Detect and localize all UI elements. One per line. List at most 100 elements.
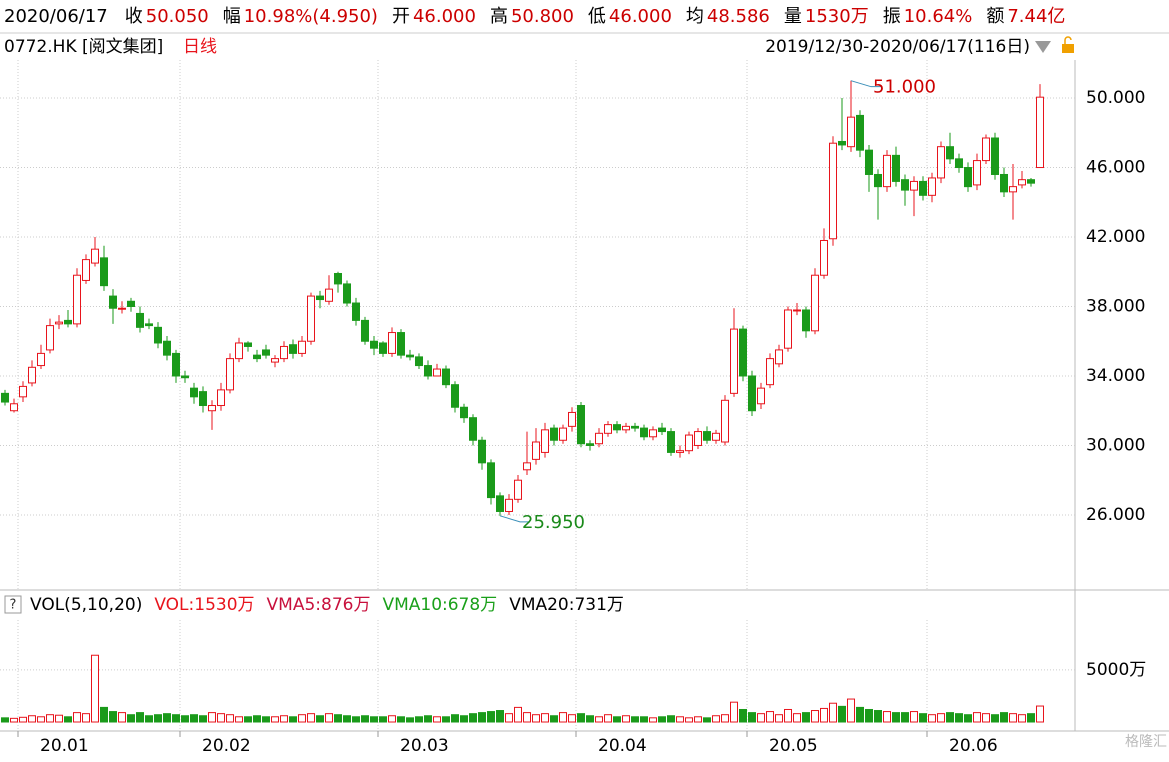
candle-body (910, 180, 918, 191)
candle-body (595, 432, 603, 445)
volume-bar (55, 714, 63, 723)
candle-body (577, 405, 585, 445)
y-tick-label: 42.000 (1086, 227, 1145, 247)
candle-body (649, 429, 657, 438)
candle-body (901, 179, 909, 191)
volume-bar (793, 713, 801, 723)
volume-bar (865, 708, 873, 723)
volume-bar (1036, 705, 1044, 723)
volume-bar (199, 715, 207, 723)
volume-bar (811, 710, 819, 723)
volume-bar (919, 713, 927, 723)
volume-bar (208, 712, 216, 723)
volume-bar (748, 712, 756, 723)
volume-title: VOL(5,10,20) (30, 595, 142, 615)
candle-body (730, 328, 738, 394)
candle-body (514, 479, 522, 500)
annotation-arrow (850, 80, 881, 88)
candle-body (937, 146, 945, 179)
volume-bar (928, 714, 936, 723)
volume-bar (460, 715, 468, 723)
volume-bar (226, 714, 234, 723)
candle-body (55, 321, 63, 325)
dropdown-icon[interactable] (1035, 41, 1051, 53)
candle-body (298, 340, 306, 354)
volume-bar (559, 712, 567, 723)
candle-body (127, 300, 135, 307)
header-value: 50.800 (511, 6, 574, 27)
candle-body (586, 443, 594, 446)
x-tick-label: 20.04 (598, 736, 647, 756)
volume-bar (955, 713, 963, 723)
volume-bar (1000, 712, 1008, 723)
volume-bar (82, 713, 90, 723)
candle-body (604, 424, 612, 434)
volume-bar (595, 716, 603, 723)
candle-body (73, 274, 81, 325)
volume-bar (946, 712, 954, 723)
candle-body (280, 345, 288, 360)
header-value: 7.44亿 (1007, 6, 1065, 27)
volume-bar (334, 714, 342, 723)
candle-body (37, 352, 45, 367)
candle-body (919, 180, 927, 196)
volume-bar (892, 712, 900, 723)
candle-body (163, 340, 171, 356)
candle-body (766, 358, 774, 386)
x-tick-label: 20.01 (40, 736, 89, 756)
volume-legend: VMA5:876万 (267, 595, 371, 615)
volume-bar (730, 701, 738, 723)
volume-bar (136, 712, 144, 723)
volume-bar (991, 714, 999, 723)
candle-body (1, 392, 9, 403)
volume-bar (964, 714, 972, 723)
volume-bar (496, 710, 504, 723)
candle-body (91, 248, 99, 264)
candle-body (838, 140, 846, 146)
volume-bar (289, 716, 297, 723)
candle-body (622, 425, 630, 431)
volume-bar (397, 716, 405, 723)
volume-bar (541, 713, 549, 723)
candle-body (325, 288, 333, 302)
candle-body (469, 417, 477, 441)
volume-bar (577, 713, 585, 723)
candle-body (784, 309, 792, 349)
volume-bar (523, 712, 531, 723)
annotation-arrow (499, 515, 530, 523)
candle-body (955, 158, 963, 169)
volume-bar (109, 711, 117, 723)
volume-bar (721, 714, 729, 723)
volume-bar (28, 715, 36, 723)
symbol: 0772.HK [阅文集团] (4, 37, 163, 57)
volume-bar (127, 714, 135, 723)
candle-body (559, 427, 567, 441)
candle-body (316, 295, 324, 301)
y-tick-label: 30.000 (1086, 435, 1145, 455)
volume-bar (172, 714, 180, 723)
candle-body (154, 326, 162, 344)
volume-bar (298, 714, 306, 723)
lock-icon[interactable] (1062, 44, 1074, 53)
volume-bar (604, 714, 612, 723)
volume-bar (244, 716, 252, 723)
header-value: 10.98%(4.950) (244, 6, 378, 27)
volume-bar (325, 713, 333, 723)
candle-body (190, 387, 198, 398)
candle-body (739, 328, 747, 377)
header-value: 1530万 (805, 6, 869, 27)
volume-bar (982, 713, 990, 723)
candle-body (352, 302, 360, 321)
volume-bar (883, 711, 891, 723)
candle-body (217, 389, 225, 407)
volume-bar (442, 716, 450, 723)
volume-bar (712, 715, 720, 723)
header-value: 48.586 (707, 6, 770, 27)
candle-body (568, 411, 576, 427)
candle-body (640, 427, 648, 438)
candle-body (721, 399, 729, 443)
volume-bar (415, 716, 423, 723)
help-icon[interactable] (4, 595, 22, 614)
candle-body (550, 427, 558, 441)
candle-body (694, 431, 702, 446)
